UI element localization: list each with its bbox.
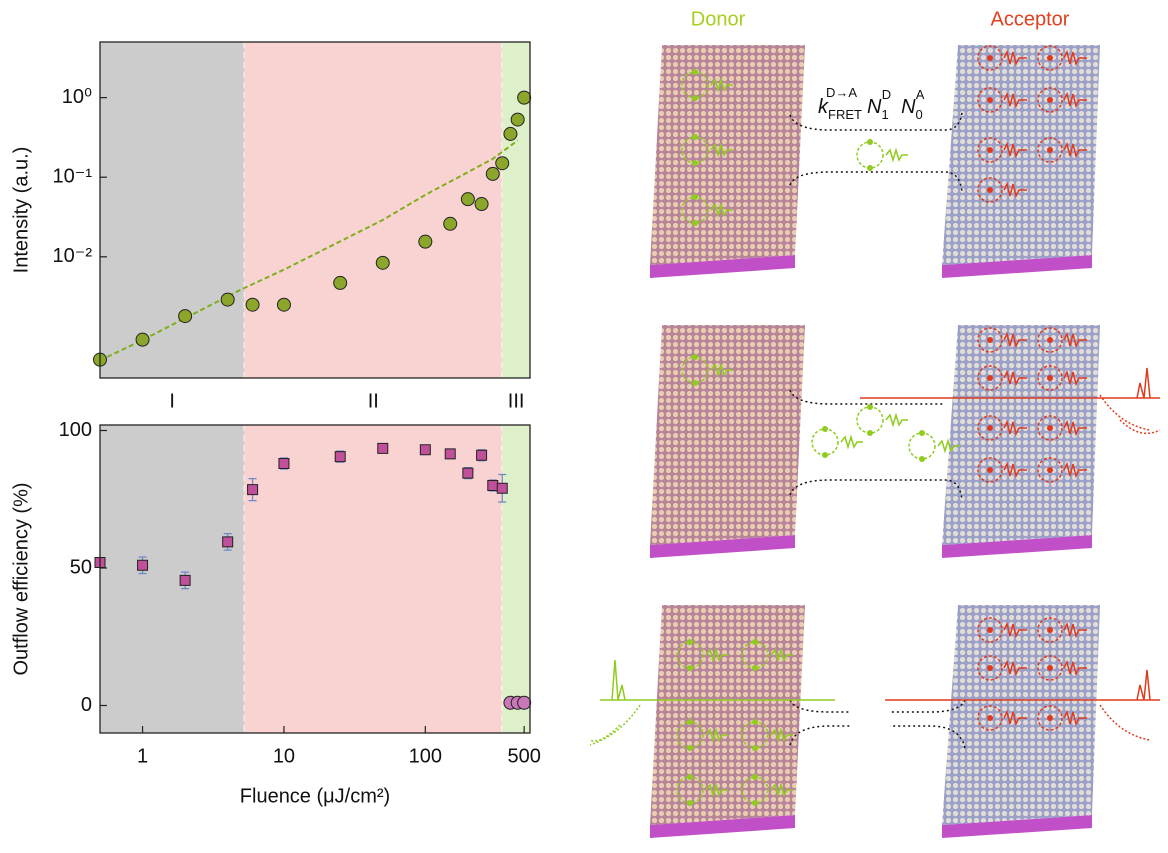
rate-n1-sup: D	[882, 87, 891, 102]
slab-pair	[650, 45, 1100, 278]
donor-figure	[589, 704, 641, 746]
donor-label: Donor	[691, 8, 746, 30]
region	[502, 425, 530, 733]
point	[510, 112, 525, 127]
region	[244, 42, 503, 378]
x-tick-label: 500	[507, 745, 540, 767]
rate-k-sup: D→A	[826, 85, 857, 100]
point	[495, 156, 510, 171]
point	[222, 536, 234, 548]
point	[462, 467, 474, 479]
rate-formula: kFRETD→AN1DN0A	[818, 85, 925, 122]
transfer-emitter	[856, 138, 909, 172]
point	[503, 126, 518, 141]
point	[474, 197, 489, 212]
point	[419, 444, 431, 456]
connectors	[789, 111, 966, 749]
point	[377, 442, 389, 454]
region	[100, 42, 245, 378]
acceptor-output	[860, 367, 1160, 399]
point	[135, 332, 150, 347]
point	[443, 216, 458, 231]
x-axis-label: Fluence (μJ/cm²)	[240, 785, 390, 807]
transfer-emitter	[811, 425, 864, 459]
y-tick-label: 0	[81, 694, 92, 716]
point	[137, 559, 149, 571]
rate-n0: N	[901, 96, 916, 118]
plot-frame	[99, 424, 531, 734]
point	[460, 192, 475, 207]
region	[244, 425, 503, 733]
rate-n0-sup: A	[916, 87, 925, 102]
acceptor-label: Acceptor	[991, 8, 1070, 30]
point	[487, 480, 499, 491]
donor-output	[600, 659, 835, 701]
x-tick-label: 10	[273, 745, 295, 767]
slab-pair	[650, 605, 1100, 838]
point	[247, 484, 259, 496]
rate-n1: N	[867, 96, 882, 118]
y-axis-label: Intensity (a.u.)	[10, 147, 32, 274]
point	[485, 166, 500, 181]
point	[517, 695, 532, 710]
point	[334, 451, 346, 463]
lasing-outputs	[589, 367, 1161, 746]
y-tick-label: 10⁻²	[53, 245, 93, 267]
point	[444, 448, 456, 460]
point	[179, 574, 191, 586]
point	[278, 458, 290, 469]
transfer-emitter	[856, 403, 909, 437]
point	[245, 297, 260, 312]
point	[476, 449, 488, 461]
region-label: I	[169, 390, 175, 412]
rate-k: k	[818, 96, 829, 118]
region	[100, 425, 245, 733]
y-tick-label: 100	[59, 419, 92, 441]
point	[333, 275, 348, 290]
fit-line	[99, 139, 519, 362]
point	[220, 292, 235, 307]
acceptor-figure	[1099, 394, 1161, 435]
point	[276, 297, 291, 312]
y-tick-label: 10⁰	[62, 86, 92, 108]
diagram: Donor Acceptor kFRETD→AN1DN0A	[589, 8, 1161, 838]
point	[418, 234, 433, 249]
point	[375, 255, 390, 270]
x-tick-label: 100	[409, 745, 442, 767]
point	[178, 309, 193, 324]
region-label: III	[508, 390, 525, 412]
rate-n1-sub: 1	[881, 107, 888, 122]
rate-n0-sub: 0	[916, 107, 923, 122]
plot-frame	[99, 41, 531, 379]
y-tick-label: 10⁻¹	[53, 165, 93, 187]
region-label: II	[368, 390, 379, 412]
y-tick-label: 50	[70, 556, 92, 578]
point	[496, 482, 508, 494]
rate-k-sub: FRET	[828, 107, 862, 122]
y-axis-label: Outflow efficiency (%)	[10, 482, 32, 675]
acceptor-figure	[1099, 704, 1151, 741]
slab-pair	[650, 325, 1100, 558]
x-tick-label: 1	[137, 745, 148, 767]
point	[517, 90, 532, 105]
acceptor-output	[885, 669, 1160, 701]
